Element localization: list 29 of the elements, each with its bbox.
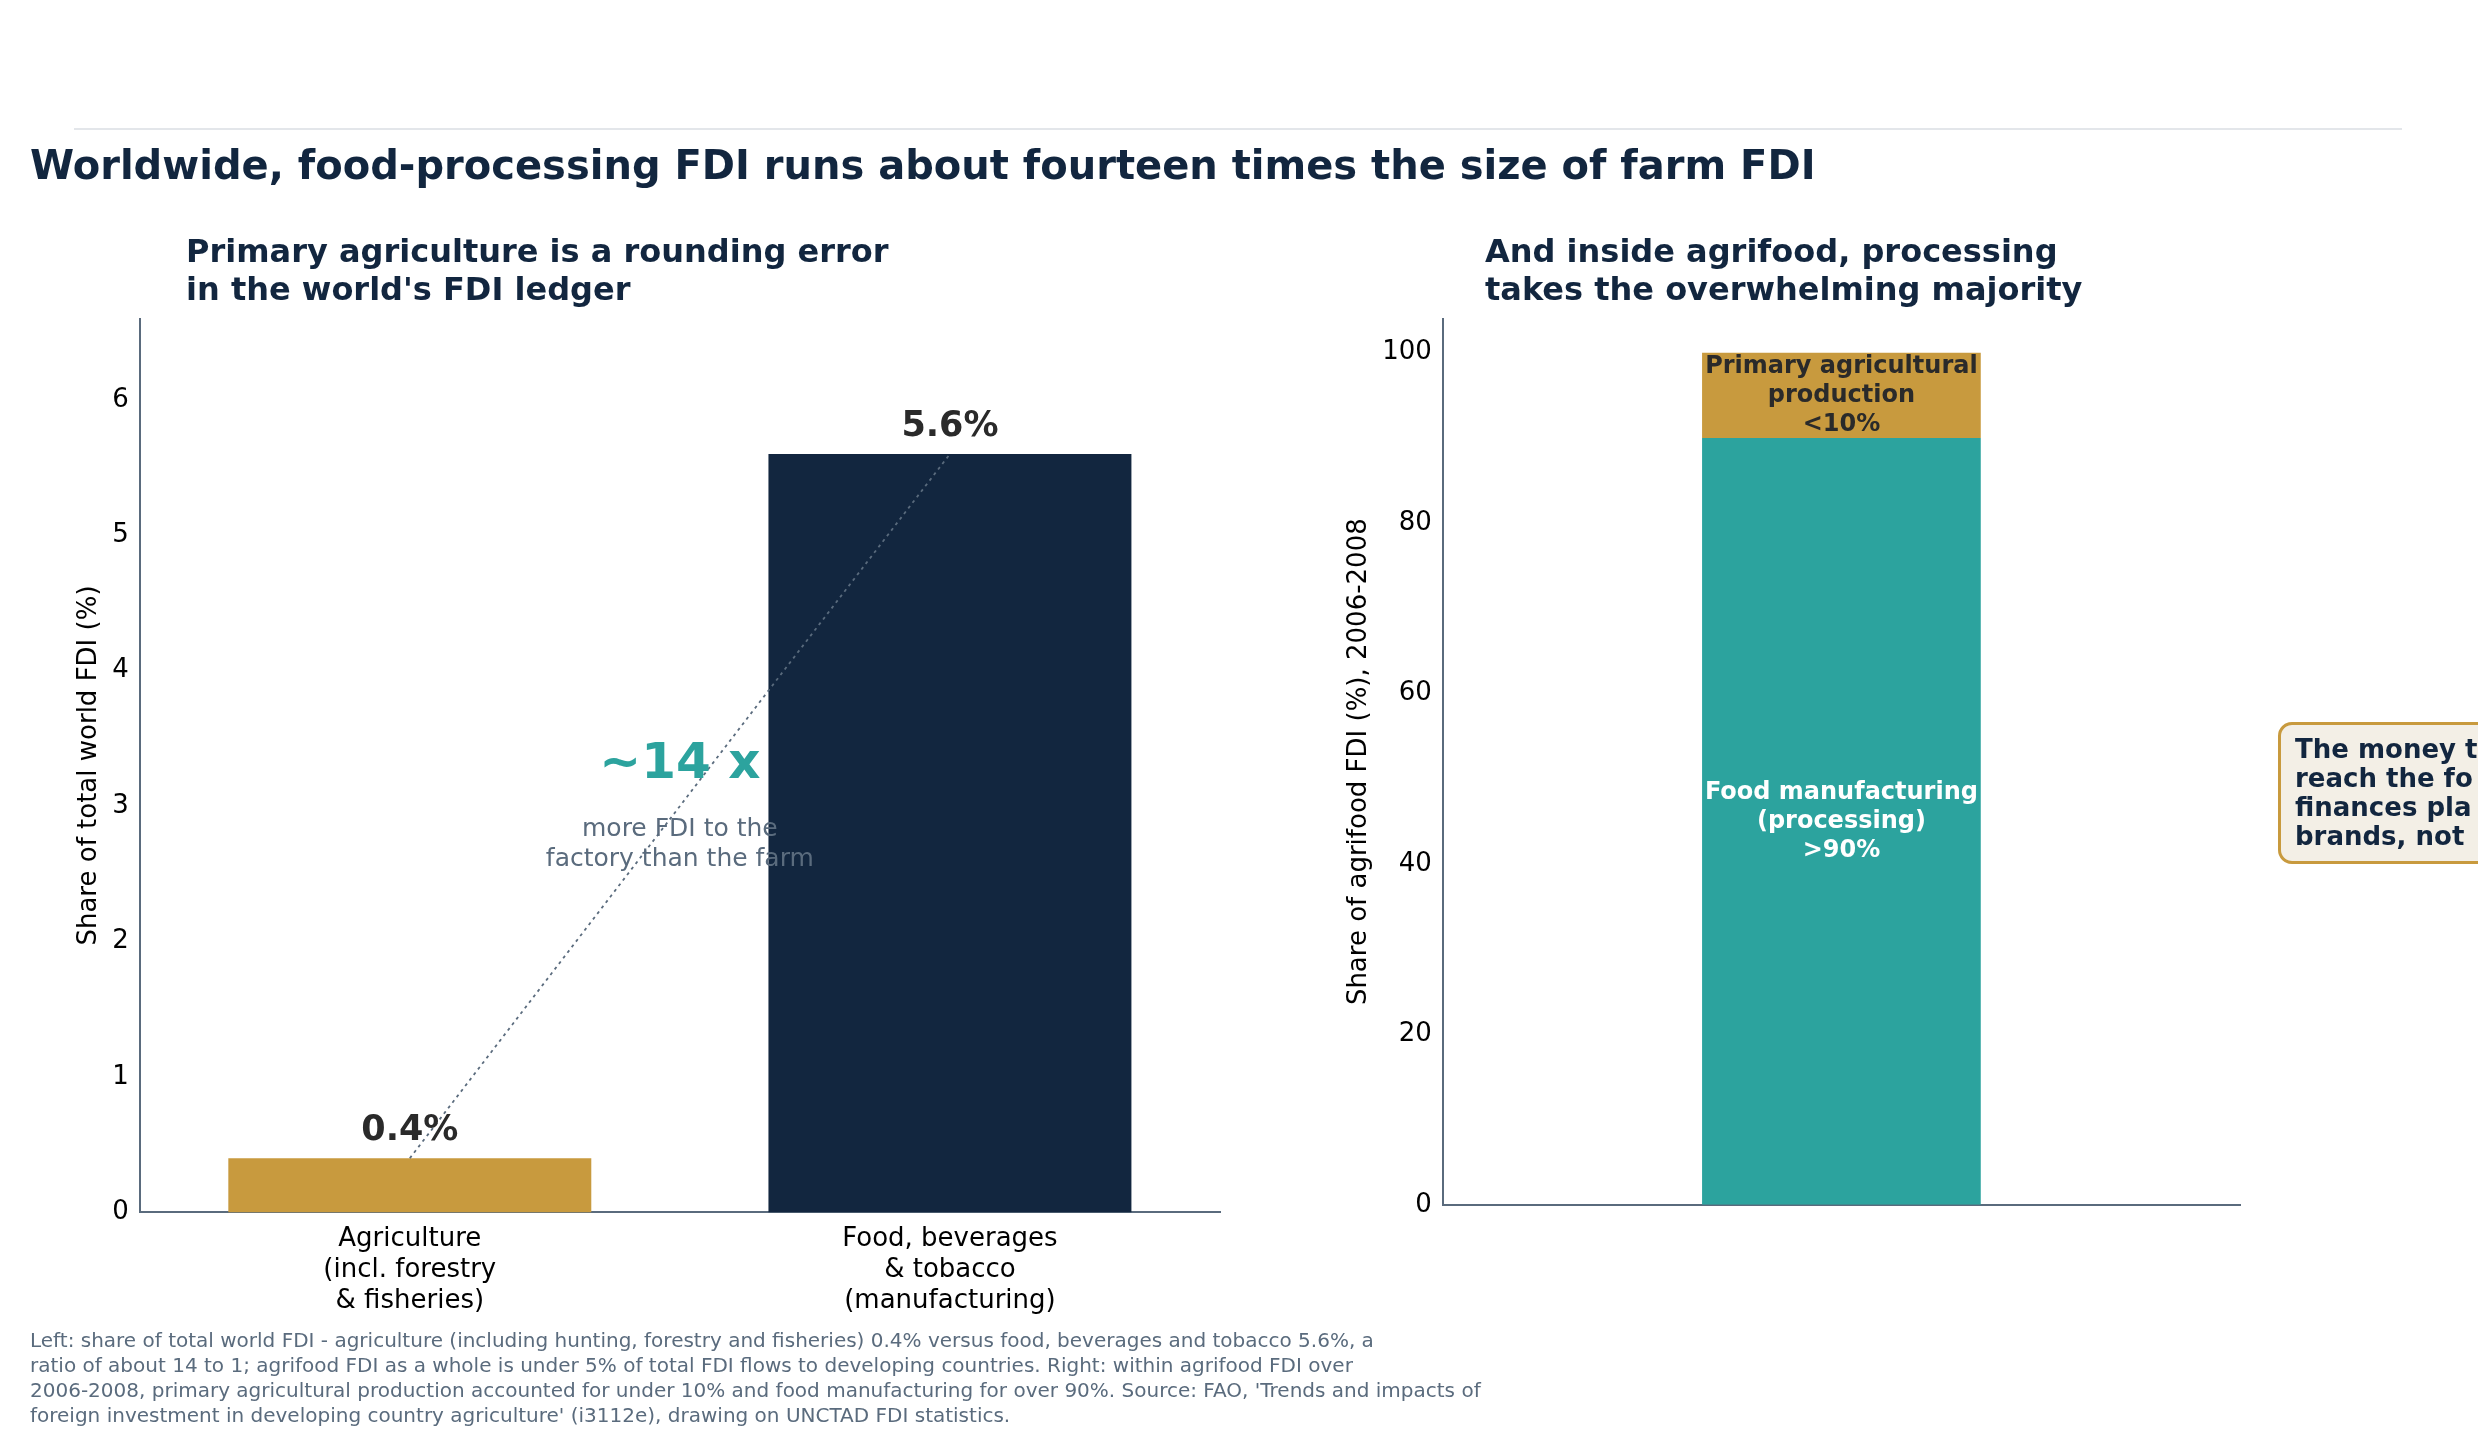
text: The money t reach the fo finances pla brands, not (2278, 722, 2478, 864)
y-tick-label: 5 (112, 518, 129, 549)
y-tick-label: 3 (112, 788, 129, 819)
series-label: Food manufacturing (processing) (1704, 776, 1978, 834)
y-axis-title: Share of total world FDI (%) (72, 585, 103, 946)
y-tick-label: 2 (112, 924, 129, 955)
data-label: 5.6% (901, 403, 999, 444)
y-tick-label: 6 (112, 382, 129, 413)
y-tick-label: 60 (1398, 676, 1432, 707)
y-tick-label: 80 (1398, 505, 1432, 536)
y-axis-title: Share of agrifood FDI (%), 2006-2008 (1342, 518, 1373, 1006)
y-tick-label: 0 (112, 1195, 129, 1226)
y-tick-label: 20 (1398, 1017, 1432, 1048)
x-tick-label: Agriculture (incl. forestry & fisheries) (323, 1221, 497, 1315)
y-tick-label: 1 (112, 1059, 129, 1090)
y-tick-label: 40 (1398, 846, 1432, 877)
x-tick-label: Food, beverages & tobacco (manufacturing) (842, 1221, 1058, 1315)
y-tick-label: 0 (1415, 1187, 1432, 1218)
y-tick-label: 100 (1382, 335, 1432, 366)
data-label: >90% (1802, 834, 1881, 863)
y-tick-label: 4 (112, 653, 129, 684)
annotation: ~14 x (598, 731, 762, 790)
series-label: Primary agricultural production (1705, 350, 1978, 408)
text: Left: share of total world FDI - agriculture (including hunting, forestry and fisheries) 0.4% versus food, beverages and tobacco 5.6%, a ratio of about 14 to 1; agrifood FDI as a whole is under 5% of total FDI flows to developing countries. Right: within agrifood FDI over 2006-2008, primary agricultural production accounted for under 10% and food manufacturing for over 90%. Source: FAO, 'Trends and impacts of foreign investment in developing country agriculture' (i3112e), drawing on UNCTAD FDI statistics. (30, 1328, 1481, 1428)
chart-subtitle: Primary agriculture is a rounding error in the world's FDI ledger (186, 232, 889, 308)
data-label: 0.4% (361, 1107, 459, 1148)
chart-title: Worldwide, food-processing FDI runs about fourteen times the size of farm FDI (30, 142, 1816, 188)
chart-subtitle: And inside agrifood, processing takes the overwhelming majority (1485, 232, 2083, 308)
data-label: <10% (1802, 408, 1881, 437)
